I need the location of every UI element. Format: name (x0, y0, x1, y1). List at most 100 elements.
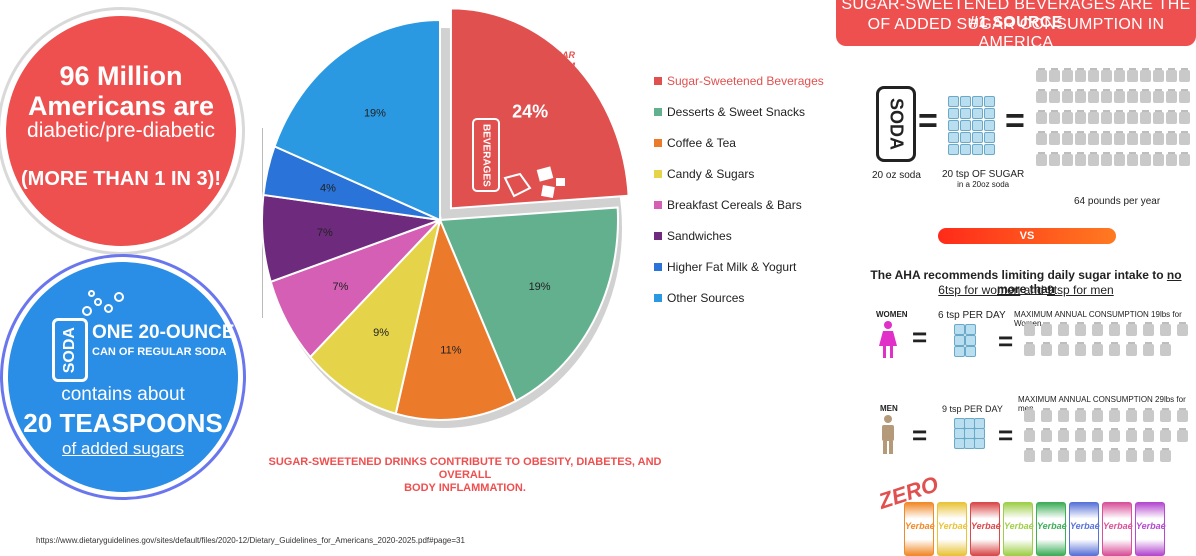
sugar-bag-icon (1075, 89, 1086, 103)
sugar-sources-pie-chart: 24% 19% 11% 9% 7% 7% 4% 19% (261, 7, 630, 428)
sugar-bag-icon (1088, 152, 1099, 166)
legend-swatch (654, 108, 662, 116)
sugar-cube-icon (948, 120, 959, 131)
women-label: WOMEN (876, 310, 908, 319)
pie-slice-desserts-sweet-snacks (438, 206, 619, 403)
sugar-bag-icon (1062, 68, 1073, 82)
sugar-bag-icon (1036, 152, 1047, 166)
vs-divider: VS (938, 228, 1116, 244)
sugar-bags-grid-icon (1036, 68, 1192, 194)
aha-recommendation-detail: 6tsp for women and 9tsp for men (938, 283, 1114, 297)
sugar-bag-icon (1101, 131, 1112, 145)
pie-label-1: 19% (529, 281, 551, 293)
sugar-cube-icon (984, 132, 995, 143)
sugar-cube-icon (960, 144, 971, 155)
sugar-bag-icon (1126, 342, 1137, 356)
sugar-bag-icon (1092, 428, 1103, 442)
sugar-bag-icon (1127, 68, 1138, 82)
sugar-bag-icon (1075, 448, 1086, 462)
pie-label-5: 7% (317, 227, 333, 239)
soda-fact-subtitle: CAN OF REGULAR SODA (92, 346, 227, 358)
pie-slice-coffee-tea (394, 216, 518, 421)
sugar-bag-icon (1075, 408, 1086, 422)
sugar-bag-icon (1166, 152, 1177, 166)
man-icon (882, 415, 894, 454)
sugar-cube-icon (960, 96, 971, 107)
sugar-bags-grid-icon (1024, 322, 1196, 362)
pie-label-7: 19% (364, 107, 386, 119)
sugar-bag-icon (1049, 110, 1060, 124)
men-tsp: 9 tsp PER DAY (942, 404, 1003, 414)
sugar-bag-icon (1075, 152, 1086, 166)
sugar-bag-icon (1140, 68, 1151, 82)
sugar-bag-icon (1140, 89, 1151, 103)
curved-arrow-icon (557, 88, 576, 131)
legend-label: Breakfast Cereals & Bars (667, 198, 802, 212)
sugar-bag-icon (1062, 152, 1073, 166)
soda-caption: 20 oz soda (872, 170, 921, 181)
yerbae-can-icon: Yerbaé (937, 502, 968, 556)
sugar-cube-icon (984, 108, 995, 119)
equals-sign: = (998, 420, 1014, 450)
equals-sign: = (912, 322, 928, 352)
sugar-bag-icon (1049, 131, 1060, 145)
legend-item: Candy & Sugars (654, 167, 754, 181)
sugar-bag-icon (1177, 428, 1188, 442)
legend-item: Desserts & Sweet Snacks (654, 105, 805, 119)
legend-item: Other Sources (654, 291, 744, 305)
sugar-bag-icon (1041, 408, 1052, 422)
aha-recommendation: The AHA recommends limiting daily sugar … (870, 268, 1182, 296)
equals-sign: = (918, 102, 938, 140)
sugar-bag-icon (1036, 68, 1047, 82)
sugar-bag-icon (1062, 110, 1073, 124)
sugar-bag-icon (1024, 342, 1035, 356)
sugar-bag-icon (1153, 110, 1164, 124)
sugar-bag-icon (1160, 428, 1171, 442)
sugar-bag-icon (1109, 408, 1120, 422)
yerbae-can-icon: Yerbaé (1069, 502, 1100, 556)
legend-label: Higher Fat Milk & Yogurt (667, 260, 797, 274)
legend-item: Higher Fat Milk & Yogurt (654, 260, 796, 274)
sugar-bag-icon (1153, 89, 1164, 103)
sugar-bag-icon (1160, 322, 1171, 336)
pounds-caption: 64 pounds per year (1074, 196, 1161, 207)
legend-label: Sugar-Sweetened Beverages (667, 74, 824, 88)
sugar-bag-icon (1166, 68, 1177, 82)
sugar-teaspoons-icon (954, 418, 985, 450)
sugar-bag-icon (1140, 152, 1151, 166)
source-url[interactable]: https://www.dietaryguidelines.gov/sites/… (36, 536, 465, 545)
legend-swatch (654, 170, 662, 178)
sugar-bag-icon (1177, 408, 1188, 422)
soda-fact-amount: 20 TEASPOONS (23, 408, 223, 438)
sugar-bag-icon (1058, 448, 1069, 462)
sugar-bag-icon (1058, 342, 1069, 356)
sugar-bag-icon (1179, 131, 1190, 145)
sugar-bag-icon (1109, 448, 1120, 462)
men-max: MAXIMUM ANNUAL CONSUMPTION 29lbs for men (1018, 395, 1186, 413)
sugar-bag-icon (1036, 89, 1047, 103)
sugar-cube-icon (948, 144, 959, 155)
sugar-bag-icon (1143, 408, 1154, 422)
sugar-bag-icon (1126, 322, 1137, 336)
sugar-bag-icon (1127, 89, 1138, 103)
sugar-bag-icon (1024, 428, 1035, 442)
sugar-bag-icon (1101, 89, 1112, 103)
sugar-cube-icon (972, 132, 983, 143)
sugar-bag-icon (1179, 152, 1190, 166)
sugar-bag-icon (1140, 131, 1151, 145)
sugar-bag-icon (1114, 68, 1125, 82)
pie-label-6: 4% (320, 183, 336, 195)
sugar-bag-icon (1114, 152, 1125, 166)
legend-swatch (654, 139, 662, 147)
soda-fact-link[interactable]: of added sugars (62, 439, 184, 458)
sugar-bag-icon (1049, 152, 1060, 166)
pie-label-3: 9% (373, 327, 389, 339)
sugar-cube-icon (954, 324, 965, 335)
yerbae-can-icon: Yerbaé (1036, 502, 1067, 556)
sugar-bag-icon (1179, 110, 1190, 124)
sugar-problem-callout: THE SUGAR PROBLEM IS REAL! (521, 50, 575, 82)
sugar-teaspoons-icon (948, 96, 998, 156)
sugar-bag-icon (1062, 89, 1073, 103)
sugar-bag-icon (1049, 68, 1060, 82)
sugar-bag-icon (1088, 110, 1099, 124)
